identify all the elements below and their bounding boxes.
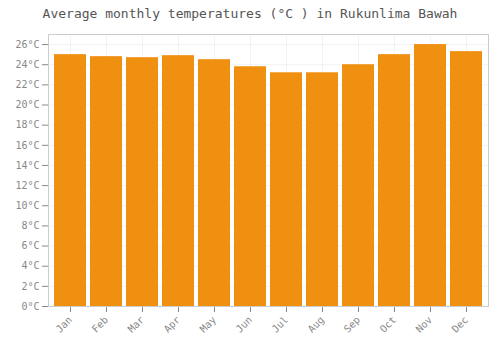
svg-text:12°C: 12°C [15,180,39,191]
svg-text:May: May [198,314,219,335]
svg-text:2°C: 2°C [21,281,39,292]
svg-text:Sep: Sep [342,314,363,335]
svg-text:Jun: Jun [234,314,255,335]
svg-text:Mar: Mar [126,314,147,335]
svg-text:14°C: 14°C [15,160,39,171]
svg-text:Nov: Nov [414,314,435,335]
svg-text:0°C: 0°C [21,301,39,312]
svg-text:Jan: Jan [54,314,75,335]
svg-text:Aug: Aug [306,314,327,335]
svg-text:20°C: 20°C [15,99,39,110]
svg-text:16°C: 16°C [15,140,39,151]
svg-text:Apr: Apr [162,314,183,335]
svg-text:Feb: Feb [90,314,111,335]
svg-text:8°C: 8°C [21,220,39,231]
svg-text:6°C: 6°C [21,240,39,251]
svg-text:10°C: 10°C [15,200,39,211]
svg-text:Dec: Dec [450,314,471,335]
svg-text:18°C: 18°C [15,119,39,130]
svg-text:26°C: 26°C [15,39,39,50]
svg-text:Oct: Oct [378,314,399,335]
svg-text:22°C: 22°C [15,79,39,90]
svg-text:4°C: 4°C [21,260,39,271]
html-text:Average monthly temperatures (: Average monthly temperatures (°C ) in Ru… [42,6,458,21]
svg-text:24°C: 24°C [15,59,39,70]
svg-text:Jul: Jul [270,314,291,335]
